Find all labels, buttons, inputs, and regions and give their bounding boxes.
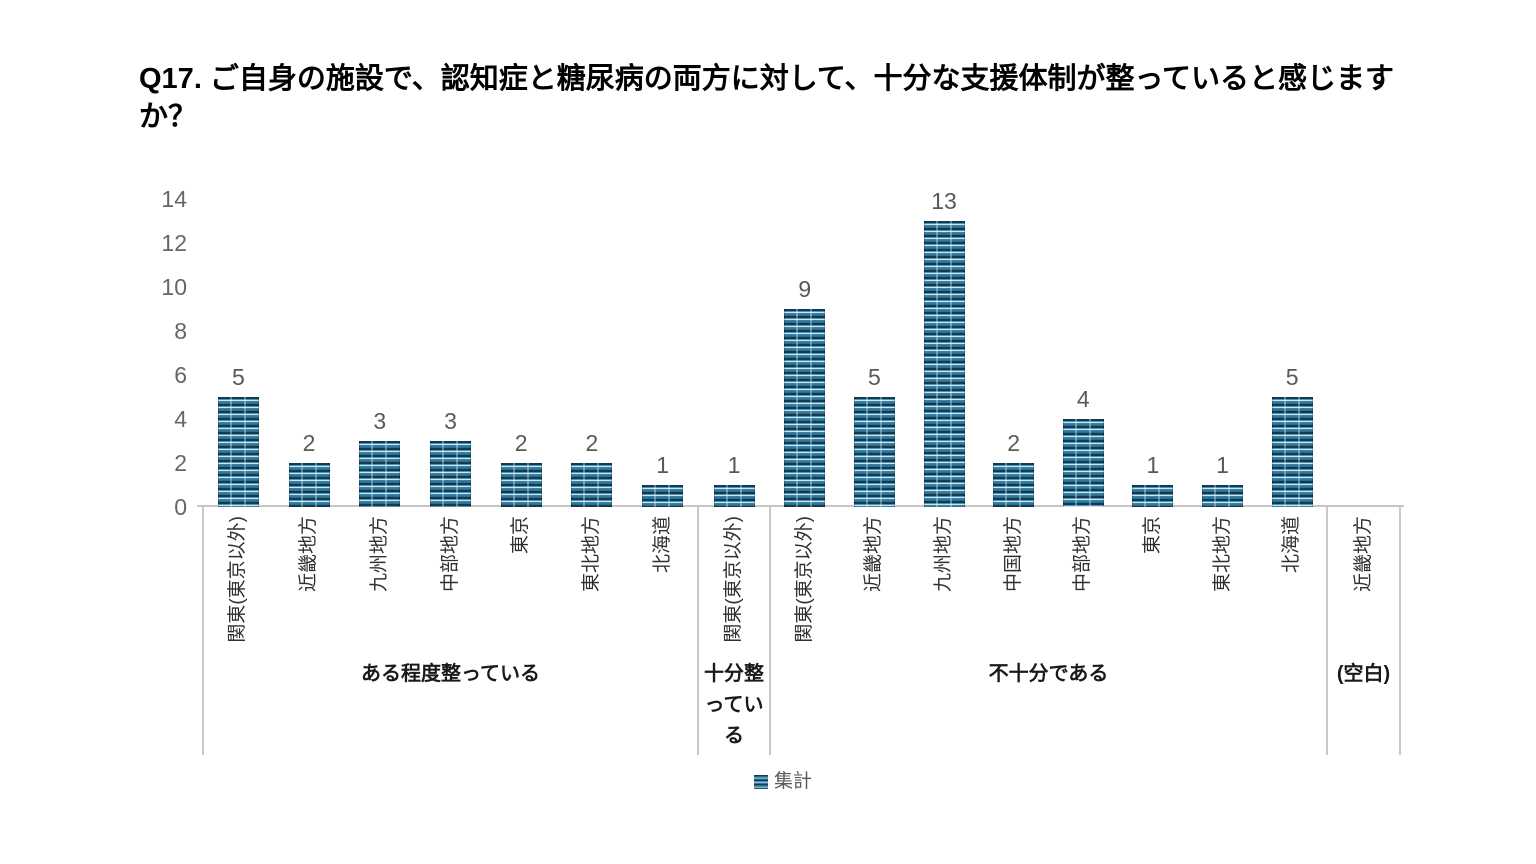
bar xyxy=(1132,485,1174,507)
legend-series-label: 集計 xyxy=(774,771,813,792)
y-axis-tick: 12 xyxy=(161,230,187,256)
axis-divider xyxy=(697,507,699,755)
bar-value-label: 5 xyxy=(1285,364,1299,390)
x-category-label: 近畿地方 xyxy=(1352,516,1374,593)
bar-value-label: 9 xyxy=(798,276,812,302)
bar xyxy=(1202,485,1244,507)
axis-divider xyxy=(202,507,204,755)
bar-value-label: 3 xyxy=(444,408,457,434)
legend: 集計 xyxy=(754,772,812,792)
x-category-label: 中部地方 xyxy=(439,516,461,593)
bar xyxy=(923,221,965,507)
x-category-label: 九州地方 xyxy=(368,516,390,593)
x-category-label: 関東(東京以外) xyxy=(793,516,815,643)
bar xyxy=(853,397,895,507)
x-category-label: 関東(東京以外) xyxy=(723,516,744,643)
bar-value-label: 1 xyxy=(1216,452,1229,478)
bar xyxy=(1062,419,1104,507)
chart-title: Q17. ご自身の施設で、認知症と糖尿病の両方に対して、十分な支援体制が整ってい… xyxy=(139,63,1395,133)
bar xyxy=(713,485,755,507)
x-category-label: 東京 xyxy=(1141,516,1163,555)
bar xyxy=(430,441,471,507)
y-axis-tick: 2 xyxy=(174,450,187,476)
y-axis-tick: 8 xyxy=(174,318,187,344)
x-category-label: 東北地方 xyxy=(580,516,602,593)
x-category-label: 東京 xyxy=(510,516,532,555)
bar xyxy=(288,463,330,507)
bar xyxy=(993,463,1035,507)
bar-value-label: 5 xyxy=(231,364,245,390)
y-axis-tick: 10 xyxy=(161,274,187,300)
x-category-label: 九州地方 xyxy=(933,516,955,593)
bar-value-label: 2 xyxy=(1007,430,1021,456)
x-category-label: 中国地方 xyxy=(1002,516,1024,593)
x-category-label: 北海道 xyxy=(651,516,673,574)
bar-value-label: 1 xyxy=(727,452,741,478)
x-category-label: 東北地方 xyxy=(1211,516,1233,593)
bar-value-label: 2 xyxy=(302,430,316,456)
bar xyxy=(1271,397,1313,507)
x-group-label: 不十分である xyxy=(988,663,1109,685)
x-category-label: 関東(東京以外) xyxy=(227,516,249,643)
bar-value-label: 13 xyxy=(931,188,957,214)
x-group-label: ある程度整っている xyxy=(361,663,540,685)
bar-value-label: 4 xyxy=(1076,386,1090,412)
bar xyxy=(571,463,613,507)
bar-value-label: 3 xyxy=(373,408,387,434)
x-category-label: 中部地方 xyxy=(1072,516,1094,593)
y-axis-tick: 14 xyxy=(161,186,187,212)
x-group-label: (空白) xyxy=(1336,663,1391,685)
y-axis-tick: 6 xyxy=(174,362,187,388)
legend-series-swatch-icon xyxy=(754,775,768,789)
bar-value-label: 1 xyxy=(1146,452,1160,478)
x-category-label: 近畿地方 xyxy=(298,516,320,593)
axis-divider xyxy=(1326,507,1328,755)
bar xyxy=(642,485,684,507)
bar xyxy=(359,441,401,507)
y-axis-tick: 4 xyxy=(174,406,187,432)
x-group-label: 十分整っている xyxy=(704,663,764,747)
x-category-label: 近畿地方 xyxy=(863,516,885,593)
bar-value-label: 2 xyxy=(585,430,599,456)
y-axis-tick: 0 xyxy=(174,494,187,520)
x-category-label: 北海道 xyxy=(1281,516,1303,574)
axis-divider xyxy=(1399,507,1401,755)
bar xyxy=(784,309,826,507)
bar-value-label: 1 xyxy=(656,452,670,478)
bar xyxy=(500,463,542,507)
axis-divider xyxy=(769,507,771,755)
bar-value-label: 5 xyxy=(868,364,881,390)
bar-value-label: 2 xyxy=(514,430,528,456)
bar xyxy=(217,397,259,507)
